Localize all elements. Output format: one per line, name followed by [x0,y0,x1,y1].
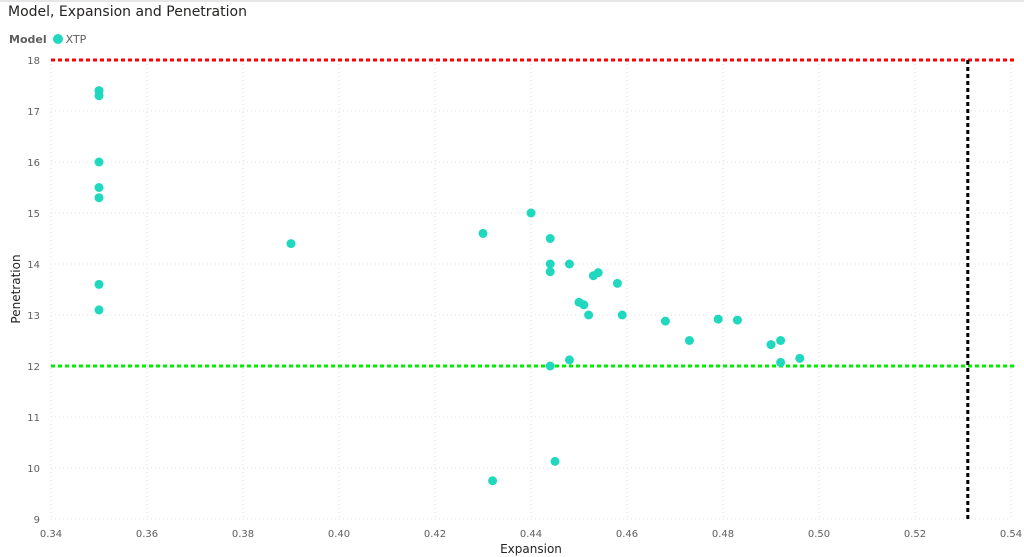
y-tick-label: 15 [27,209,40,220]
data-point[interactable] [545,267,555,277]
data-point[interactable] [478,228,488,238]
legend-title: Model [9,32,47,46]
chart-title: Model, Expansion and Penetration [8,4,247,20]
data-point[interactable] [732,315,742,325]
data-point[interactable] [795,353,805,363]
x-axis-ticks: 0.34 0.36 0.38 0.40 0.42 0.44 0.46 0.48 0.50 0.52… [40,529,1022,540]
y-tick-label: 17 [27,107,40,118]
x-tick-label: 0.48 [712,529,734,540]
data-point[interactable] [94,157,104,167]
data-point[interactable] [579,300,589,310]
data-point[interactable] [286,239,296,249]
data-point[interactable] [550,456,560,466]
y-tick-label: 16 [27,158,40,169]
y-tick-label: 10 [27,464,40,475]
data-point[interactable] [593,268,603,278]
data-point[interactable] [660,316,670,326]
y-tick-label: 11 [27,413,40,424]
reference-lines [51,58,1016,519]
data-point[interactable] [766,340,776,350]
data-point[interactable] [713,314,723,324]
gridlines [50,59,1012,520]
data-points [94,86,805,486]
data-point[interactable] [526,208,536,218]
data-point[interactable] [617,310,627,320]
data-point[interactable] [94,193,104,203]
y-tick-label: 12 [27,362,40,373]
x-tick-label: 0.46 [616,529,638,540]
data-point[interactable] [545,361,555,371]
data-point[interactable] [94,305,104,315]
x-tick-label: 0.38 [232,529,254,540]
data-point[interactable] [684,336,694,345]
data-point[interactable] [776,336,786,345]
data-point[interactable] [545,259,555,269]
data-point[interactable] [94,279,104,289]
top-border [0,0,1024,2]
y-axis-title: Penetration [9,254,23,323]
x-axis-title: Expansion [500,542,562,556]
legend[interactable]: Model XTP [9,32,86,46]
y-axis-ticks: 9 10 11 12 13 14 15 16 17 18 [27,56,40,526]
y-tick-label: 9 [34,515,40,526]
x-tick-label: 0.34 [40,529,62,540]
x-tick-label: 0.54 [1000,529,1022,540]
data-point[interactable] [488,476,498,486]
legend-label-xtp[interactable]: XTP [65,32,87,46]
y-tick-label: 14 [27,260,40,271]
data-point[interactable] [564,259,574,269]
data-point[interactable] [94,183,104,192]
x-tick-label: 0.40 [328,529,350,540]
data-point[interactable] [584,310,594,320]
data-point[interactable] [545,234,555,243]
data-point[interactable] [612,278,622,288]
x-tick-label: 0.42 [424,529,446,540]
data-point[interactable] [776,357,786,367]
x-tick-label: 0.36 [136,529,158,540]
data-point[interactable] [564,355,574,365]
y-tick-label: 13 [27,311,40,322]
x-tick-label: 0.50 [808,529,830,540]
legend-marker-xtp [52,34,63,44]
x-tick-label: 0.52 [904,529,926,540]
data-point[interactable] [94,91,104,101]
y-tick-label: 18 [27,56,40,67]
x-tick-label: 0.44 [520,529,542,540]
